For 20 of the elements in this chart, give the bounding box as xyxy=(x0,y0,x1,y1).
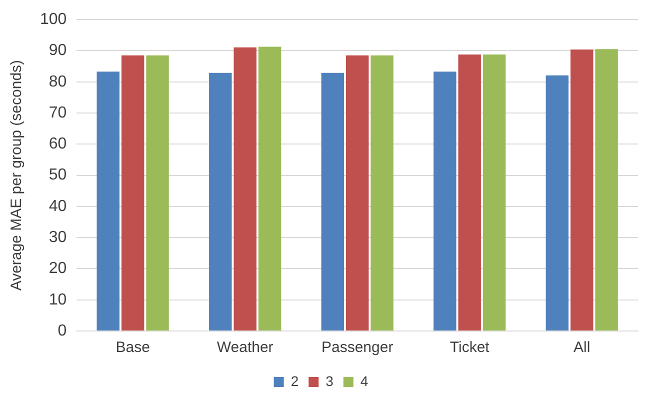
x-tick-label: Passenger xyxy=(321,339,394,356)
x-tick-label: Ticket xyxy=(450,339,490,356)
y-tick-label: 30 xyxy=(48,228,67,246)
y-tick-label: 10 xyxy=(48,291,67,308)
y-tick-label: 0 xyxy=(58,322,67,340)
y-tick-label: 90 xyxy=(48,42,67,60)
x-tick-label: Weather xyxy=(216,339,274,356)
y-tick-label: 20 xyxy=(48,260,67,278)
legend-label: 4 xyxy=(360,372,368,389)
x-tick-label: All xyxy=(574,339,590,356)
y-tick-label: 40 xyxy=(48,198,67,215)
x-tick-label: Base xyxy=(116,339,150,356)
y-tick-label: 50 xyxy=(48,166,67,184)
legend-label: 2 xyxy=(290,372,299,389)
y-tick-label: 100 xyxy=(40,11,67,28)
y-tick-label: 80 xyxy=(48,73,67,90)
legend-label: 3 xyxy=(326,372,334,389)
y-axis-title: Average MAE per group (seconds) xyxy=(8,60,26,291)
y-tick-label: 70 xyxy=(48,104,67,122)
y-tick-label: 60 xyxy=(48,136,67,153)
